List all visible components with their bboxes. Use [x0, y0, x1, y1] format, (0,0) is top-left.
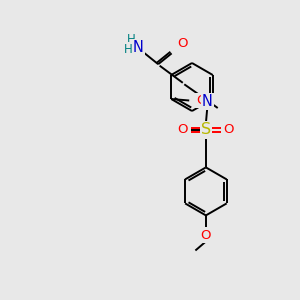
Text: O: O: [224, 123, 234, 136]
Text: O: O: [201, 229, 211, 242]
Text: O: O: [196, 94, 206, 107]
Text: O: O: [178, 123, 188, 136]
Text: O: O: [178, 37, 188, 50]
Text: N: N: [202, 94, 213, 109]
Text: H: H: [124, 43, 133, 56]
Text: H: H: [127, 33, 136, 46]
Text: S: S: [201, 122, 211, 137]
Text: N: N: [133, 40, 143, 55]
